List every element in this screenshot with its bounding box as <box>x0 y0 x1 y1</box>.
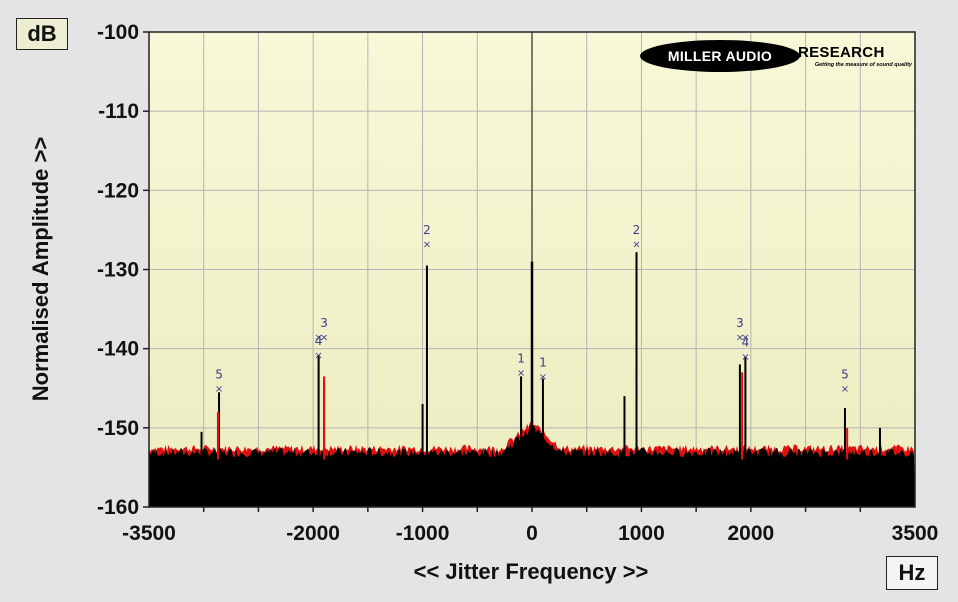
peak-marker-x: × <box>736 332 744 343</box>
peak-marker-label: 1 <box>517 351 525 365</box>
peak-marker-x: × <box>423 240 431 251</box>
logo-brand-text: MILLER AUDIO <box>667 48 773 64</box>
y-tick-label: -120 <box>97 179 139 202</box>
peak-marker-label: 4 <box>315 334 323 348</box>
peak-marker-x: × <box>741 352 749 363</box>
peak-marker-label: 1 <box>539 355 547 369</box>
peak-marker-x: × <box>215 384 223 395</box>
peak-marker-x: × <box>841 384 849 395</box>
harmonic-markers: ×5×4××3×2×1×1×2×3×4××5 <box>215 223 849 395</box>
spectral-peaks <box>200 32 881 460</box>
y-axis: -100 -110 -120 -130 -140 -150 -160 <box>97 21 149 519</box>
y-tick-label: -160 <box>97 496 139 519</box>
y-axis-label: Normalised Amplitude >> <box>28 136 53 402</box>
peak-marker-label: 5 <box>841 367 849 381</box>
y-tick-label: -130 <box>97 259 139 282</box>
x-tick-label: -1000 <box>396 522 450 545</box>
y-tick-label: -110 <box>98 100 139 123</box>
peak-marker-x: × <box>632 240 640 251</box>
peak-marker-label: 3 <box>320 316 328 330</box>
y-tick-label: -140 <box>97 338 139 361</box>
y-tick-label: -150 <box>97 417 139 440</box>
logo-ellipse <box>640 40 800 72</box>
peak-marker-label: 5 <box>215 367 223 381</box>
y-unit-box: dB <box>16 18 68 50</box>
peak-marker-x: × <box>320 332 328 343</box>
peak-marker-label: 4 <box>742 336 750 350</box>
peak-marker-x: × <box>314 332 322 343</box>
logo-research-text: RESEARCH <box>798 44 885 61</box>
y-tick-label: -100 <box>97 21 139 44</box>
x-tick-label: 1000 <box>618 522 665 545</box>
peak-marker-x: × <box>314 351 322 362</box>
logo-tagline: Getting the measure of sound quality <box>814 62 912 68</box>
noise-floor <box>149 421 915 507</box>
x-tick-label: 2000 <box>727 522 774 545</box>
peak-marker-label: 2 <box>423 223 431 237</box>
x-tick-label: -3500 <box>122 522 176 545</box>
peak-marker-x: × <box>741 332 749 343</box>
peak-marker-label: 2 <box>633 223 641 237</box>
x-axis: -3500 -2000 -1000 0 1000 2000 3500 <box>122 507 938 545</box>
x-axis-label: << Jitter Frequency >> <box>413 559 649 584</box>
x-tick-label: 0 <box>526 522 538 545</box>
peak-marker-x: × <box>517 368 525 379</box>
noise-floor-black <box>149 424 915 507</box>
x-tick-label: -2000 <box>286 522 340 545</box>
peak-marker-label: 3 <box>736 316 744 330</box>
x-tick-label: 3500 <box>892 522 939 545</box>
miller-audio-research-logo: MILLER AUDIO RESEARCH Getting the measur… <box>640 40 912 74</box>
x-unit-box: Hz <box>886 556 938 590</box>
peak-marker-x: × <box>539 372 547 383</box>
